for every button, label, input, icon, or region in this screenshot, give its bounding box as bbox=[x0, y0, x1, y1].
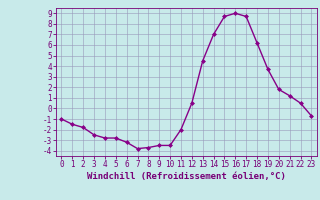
X-axis label: Windchill (Refroidissement éolien,°C): Windchill (Refroidissement éolien,°C) bbox=[87, 172, 286, 181]
